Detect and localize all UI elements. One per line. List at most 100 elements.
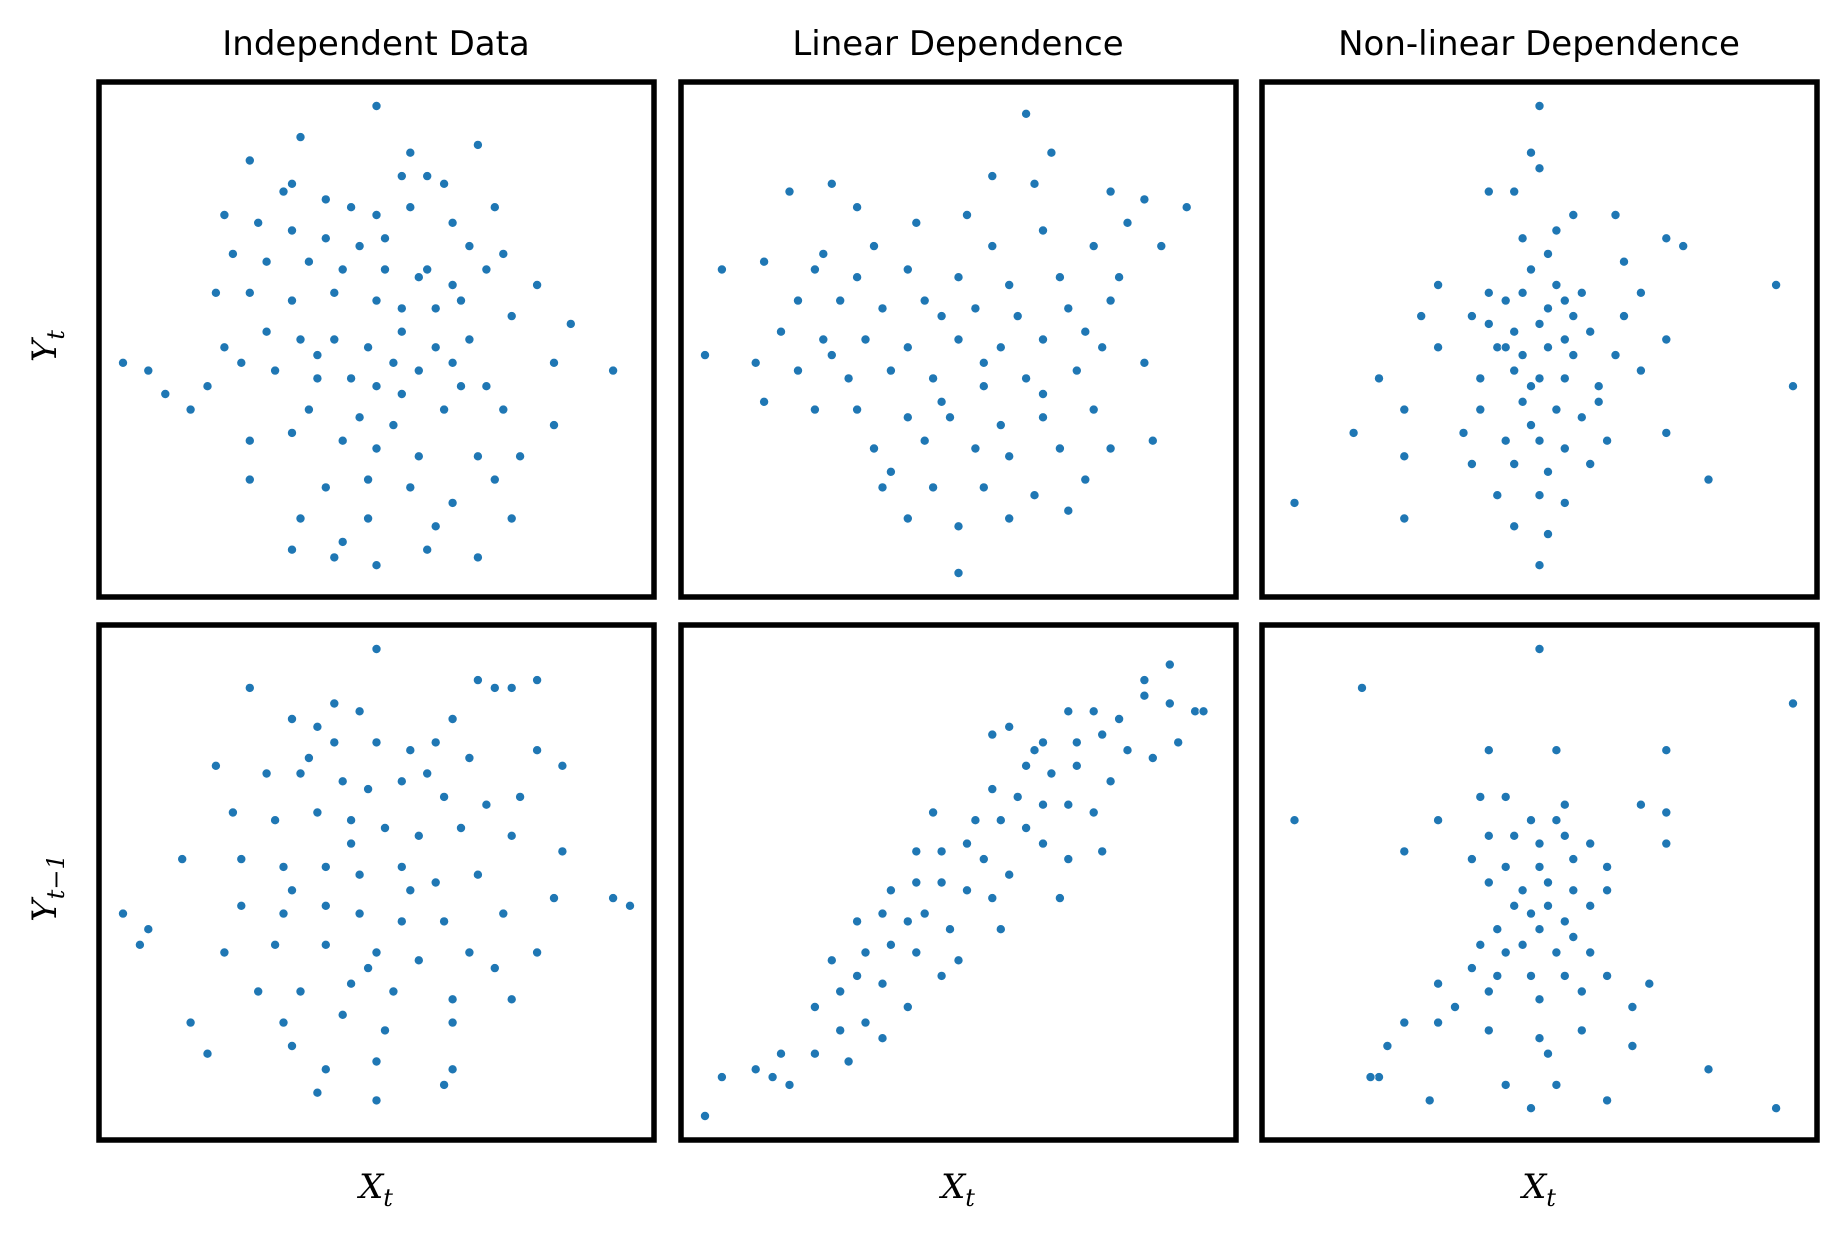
x-label-col-1-sub: t	[383, 1184, 393, 1212]
scatter-point	[422, 264, 433, 275]
scatter-point	[439, 791, 450, 802]
scatter-point	[143, 365, 154, 376]
scatter-point	[852, 202, 863, 213]
scatter-point	[1619, 256, 1630, 267]
scatter-point	[1198, 706, 1209, 717]
scatter-point	[1492, 490, 1503, 501]
scatter-point	[1063, 706, 1074, 717]
scatter-point	[1788, 698, 1799, 709]
scatter-point	[776, 1048, 787, 1059]
scatter-point	[716, 1072, 727, 1083]
scatter-point	[1534, 838, 1545, 849]
scatter-point	[1517, 885, 1528, 896]
scatter-point	[1551, 1079, 1562, 1090]
scatter-point	[202, 1048, 213, 1059]
scatter-point	[902, 412, 913, 423]
scatter-point	[978, 381, 989, 392]
scatter-point	[1534, 318, 1545, 329]
scatter-point	[784, 186, 795, 197]
scatter-point	[472, 552, 483, 563]
scatter-point	[447, 279, 458, 290]
scatter-point	[371, 443, 382, 454]
scatter-point	[1543, 877, 1554, 888]
scatter-point	[413, 955, 424, 966]
scatter-point	[1534, 560, 1545, 571]
scatter-point	[608, 893, 619, 904]
scatter-point	[877, 482, 888, 493]
x-label-col-2-main: X	[938, 1167, 967, 1207]
scatter-point	[1004, 279, 1015, 290]
scatter-point	[1492, 342, 1503, 353]
scatter-point	[363, 963, 374, 974]
scatter-point	[953, 272, 964, 283]
scatter-point	[1088, 404, 1099, 415]
scatter-point	[464, 241, 475, 252]
scatter-point	[320, 482, 331, 493]
scatter-point	[716, 264, 727, 275]
scatter-point	[286, 295, 297, 306]
panel-nonlinear-yt1	[1259, 622, 1820, 1143]
scatter-point	[354, 412, 365, 423]
scatter-point	[549, 893, 560, 904]
scatter-point	[995, 420, 1006, 431]
panel-linear-yt	[678, 79, 1239, 600]
scatter-point	[1534, 1033, 1545, 1044]
scatter-point	[902, 916, 913, 927]
scatter-point	[1509, 326, 1520, 337]
scatter-point	[625, 900, 636, 911]
scatter-point	[1038, 412, 1049, 423]
scatter-point	[1139, 194, 1150, 205]
scatter-point	[1534, 924, 1545, 935]
scatter-point	[1088, 241, 1099, 252]
scatter-point	[1568, 932, 1579, 943]
scatter-point	[1517, 939, 1528, 950]
scatter-point	[379, 264, 390, 275]
scatter-point	[1004, 451, 1015, 462]
scatter-point	[371, 209, 382, 220]
scatter-point	[860, 334, 871, 345]
scatter-point	[793, 365, 804, 376]
scatter-point	[1576, 986, 1587, 997]
scatter-point	[455, 295, 466, 306]
scatter-point	[1466, 854, 1477, 865]
scatter-point	[970, 303, 981, 314]
scatter-point	[1399, 404, 1410, 415]
scatter-point	[970, 443, 981, 454]
scatter-point	[396, 776, 407, 787]
scatter-point	[1105, 443, 1116, 454]
scatter-point	[1517, 287, 1528, 298]
scatter-point	[1559, 373, 1570, 384]
panel-frame	[96, 622, 657, 1143]
scatter-point	[1500, 791, 1511, 802]
scatter-point	[835, 295, 846, 306]
scatter-point	[826, 955, 837, 966]
scatter-point	[1500, 861, 1511, 872]
scatter-point	[987, 893, 998, 904]
scatter-point	[286, 427, 297, 438]
scatter-point	[962, 885, 973, 896]
scatter-point	[1551, 279, 1562, 290]
scatter-point	[371, 737, 382, 748]
scatter-point	[1029, 745, 1040, 756]
scatter-point	[1534, 994, 1545, 1005]
scatter-point	[422, 768, 433, 779]
scatter-point	[405, 202, 416, 213]
scatter-point	[371, 1056, 382, 1067]
column-title-nonlinear: Non-linear Dependence	[1338, 24, 1740, 64]
scatter-point	[481, 381, 492, 392]
scatter-point	[700, 350, 711, 361]
scatter-point	[1357, 682, 1368, 693]
scatter-point	[1509, 365, 1520, 376]
scatter-point	[363, 474, 374, 485]
scatter-point	[1475, 791, 1486, 802]
panel-frame	[678, 622, 1239, 1143]
scatter-point	[1483, 186, 1494, 197]
scatter-point	[295, 768, 306, 779]
scatter-point	[1500, 435, 1511, 446]
scatter-point	[1534, 861, 1545, 872]
scatter-point	[464, 753, 475, 764]
points-layer	[1289, 644, 1799, 1114]
scatter-point	[346, 838, 357, 849]
scatter-point	[489, 474, 500, 485]
scatter-point	[1004, 721, 1015, 732]
